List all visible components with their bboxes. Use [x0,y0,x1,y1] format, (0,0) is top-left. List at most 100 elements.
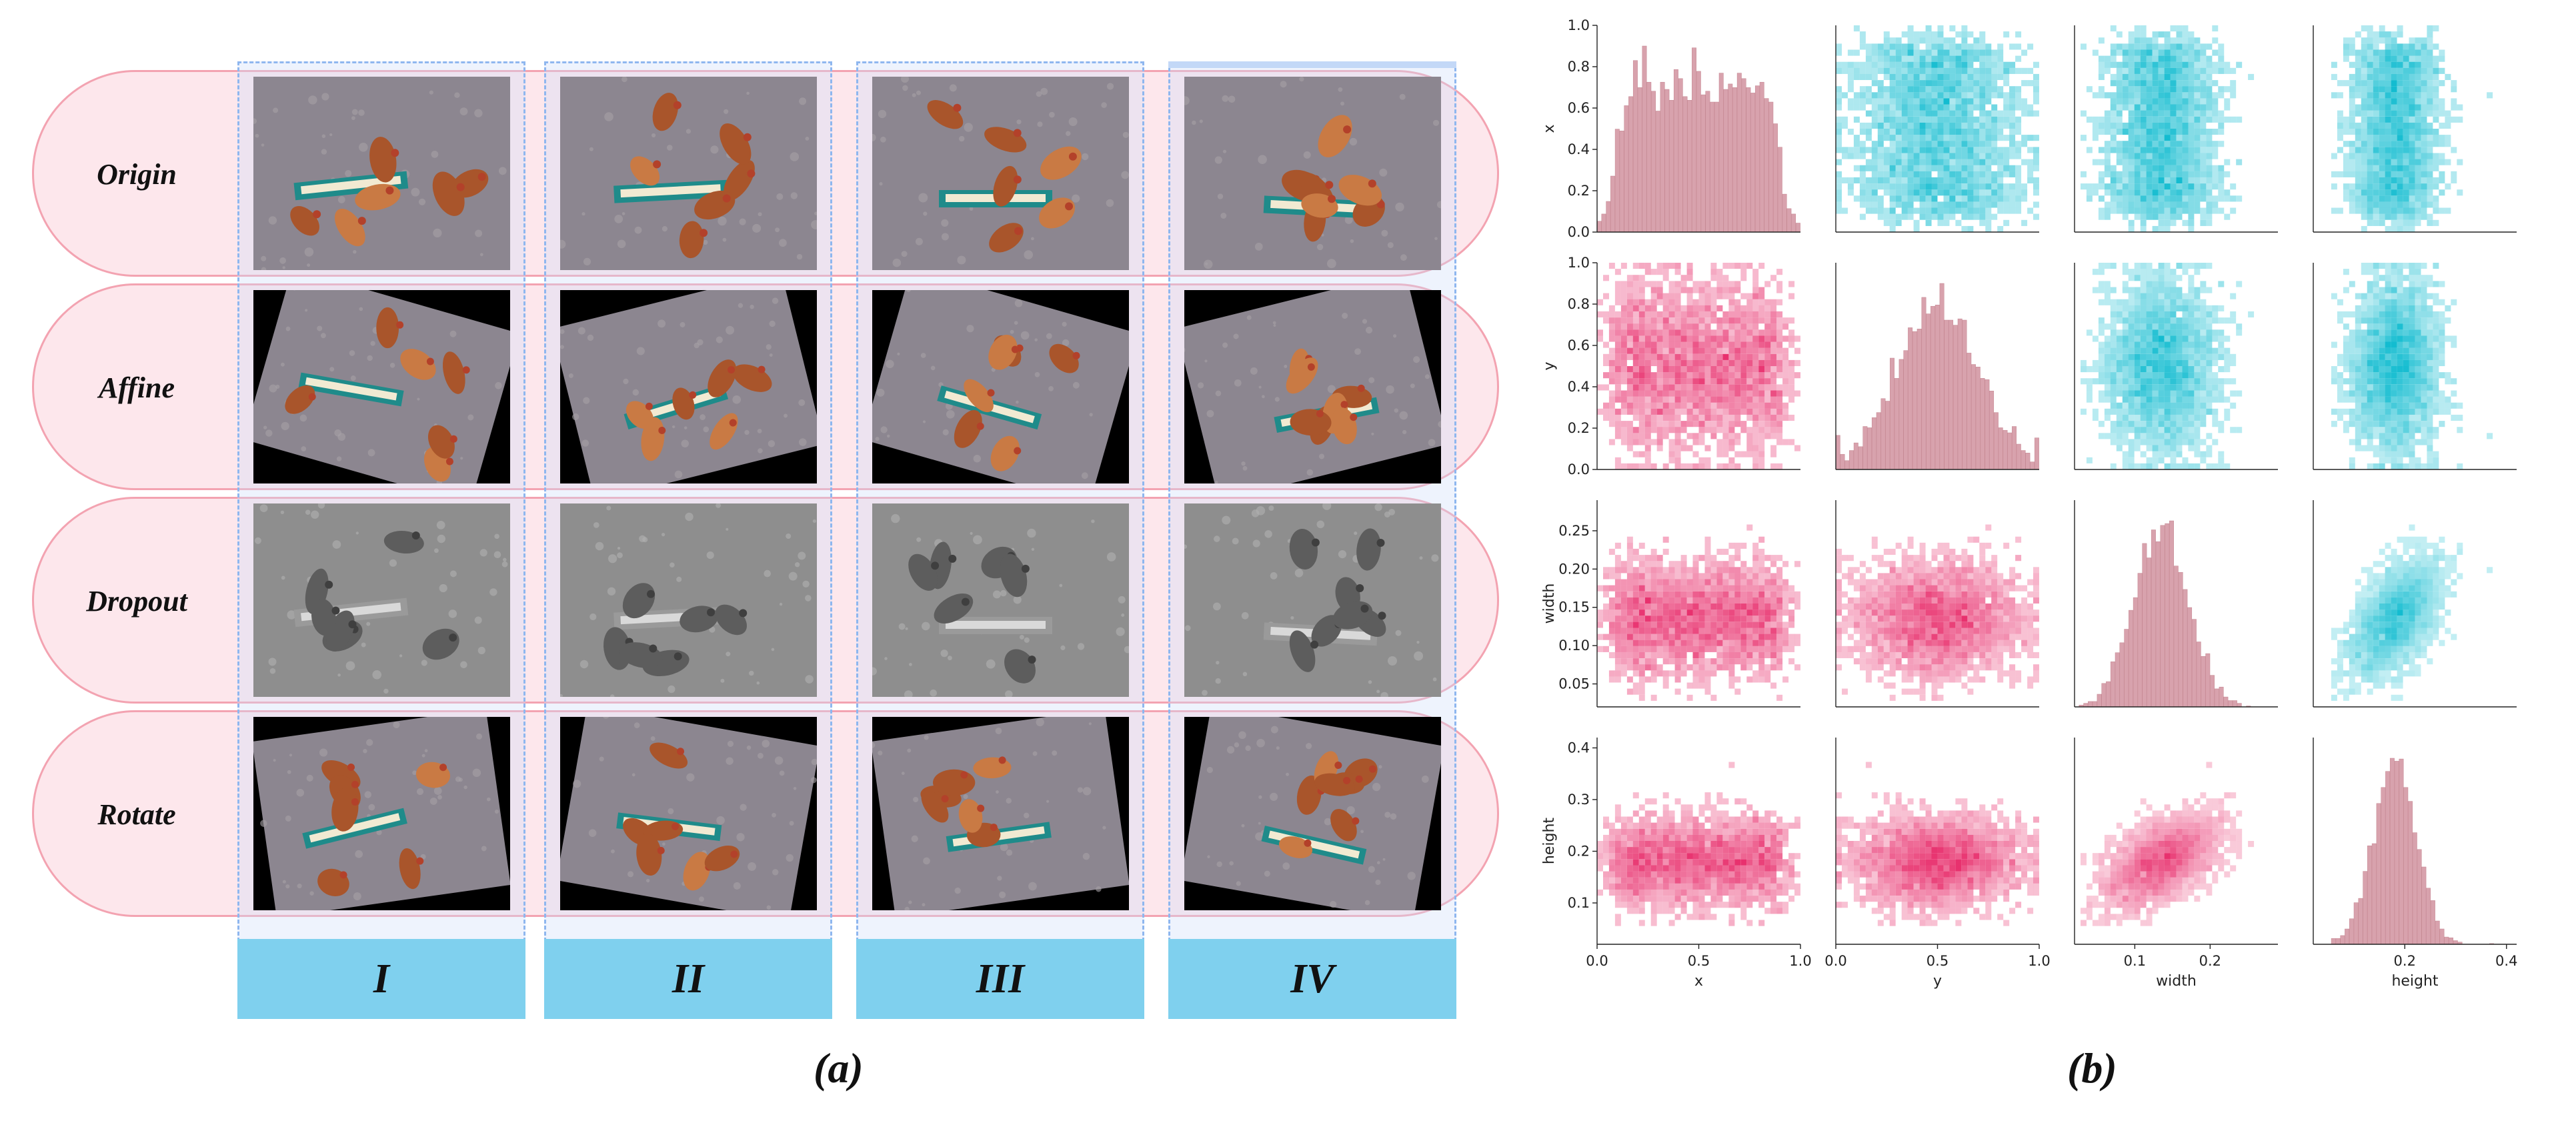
pair-cell-width-vs-x-bin [1740,573,1747,580]
pair-cell-x-vs-y-bin [1931,201,1938,208]
pair-cell-y-vs-x-bin [1698,293,1705,299]
pair-cell-y-vs-x-bin [1698,384,1705,391]
pair-cell-y-vs-height-bin [2427,390,2433,397]
pair-cell-width-vs-x-bin [1698,604,1705,610]
pair-cell-y-vs-height-bin [2343,427,2349,433]
pair-cell-width-vs-y-bin [1889,658,1896,665]
pair-cell-width-vs-x-bin [1746,597,1753,604]
pair-cell-width-vs-x-bin [1620,579,1627,586]
pair-cell-width-vs-x-bin [1662,676,1669,683]
pair-cell-x-vs-y-bin [1901,31,1908,38]
pair-cell-x-vs-width-bin [2110,165,2117,171]
pair-cell-y-vs-width-bin [2200,366,2207,373]
pair-cell-x-vs-y-bin [1955,80,1962,87]
pair-cell-y-vs-width-bin [2158,366,2165,373]
pair-cell-width-vs-x-bin [1620,652,1627,659]
pair-cell-width-vs-x-bin [1716,622,1723,628]
pair-cell-y-vs-x-bin [1698,396,1705,403]
pair-cell-x-vs-x-bar [1750,93,1756,233]
pair-cell-y-vs-x-bin [1644,408,1651,415]
pair-cell-y-vs-x-bin [1704,384,1711,391]
pair-cell-width-vs-x-bin [1758,567,1765,574]
pair-cell-y-vs-x-bin [1710,311,1717,318]
pair-cell-width-vs-y-bin [1949,604,1956,610]
pair-cell-y-vs-width-bin [2158,299,2165,305]
pair-cell-x-vs-y-bin [2009,110,2016,117]
pair-cell-y-vs-height-bin [2385,305,2391,311]
pair-cell-x-vs-height-bin [2361,207,2367,214]
photo-dropout-i [253,503,510,697]
pair-cell-y-vs-width-bin [2176,451,2183,457]
pair-cell-y-vs-x-bin [1770,329,1777,336]
pair-cell-y-vs-x-bin [1728,384,1735,391]
pair-cell-y-vs-width-bin [2170,445,2177,451]
pair-cell-width-vs-y-bin [1895,573,1902,580]
pair-cell-width-vs-x-bin [1716,585,1723,592]
pair-cell-width-vs-x-bin [1614,658,1621,665]
pair-cell-x-vs-y-bin [1961,129,1968,135]
pair-cell-width-vs-x-bin [1752,548,1759,555]
pair-cell-x-vs-y-bin [1967,116,1974,123]
pair-cell-y-vs-x-bin [1686,269,1693,275]
pair-cell-y-vs-height-bin [2349,366,2355,373]
pair-cell-x-vs-y-bin [2015,43,2022,50]
pair-cell-x-vs-height-bin [2349,153,2355,159]
pair-cell-y-vs-x-bin [1728,281,1735,287]
pair-cell-x-vs-width-bin [2146,122,2153,129]
pair-cell-width-vs-x-bin [1662,591,1669,598]
pair-cell-width-vs-x-bin [1680,597,1687,604]
pair-cell-width-vs-x-bin [1752,561,1759,568]
pair-cell-width-vs-x-bin [1782,640,1789,646]
pair-cell-x-vs-width-bin [2092,49,2099,56]
pair-cell-y-vs-x-bin [1656,299,1663,305]
pair-cell-x-vs-y-bin [1865,177,1872,184]
pair-cell-x-vs-width-bin [2176,37,2183,44]
pair-cell-width-vs-x-bin [1728,591,1735,598]
pair-cell-x-vs-width-bin [2230,92,2237,99]
pair-cell-y-vs-width-bin [2218,335,2225,342]
pair-cell-x-vs-y-bin [1955,67,1962,74]
pair-cell-x-vs-width-bin [2110,25,2117,32]
pair-cell-x-vs-y-bin [1961,67,1968,74]
pair-cell-y-vs-x-bin [1740,366,1747,373]
pair-cell-y-vs-width-bin [2104,414,2111,421]
pair-cell-y-vs-height-bin [2349,378,2355,385]
pair-cell-y-vs-width-bin [2110,372,2117,379]
pair-cell-y-vs-y-bar [1890,357,1894,470]
pair-cell-width-vs-x-bin [1650,622,1657,628]
pair-cell-x-vs-height-bin [2343,165,2349,171]
pair-cell-x-vs-y-bin [1949,177,1956,184]
pair-cell-y-vs-y-bar [1967,353,1972,470]
pair-cell-x-vs-y-bin [1943,98,1950,105]
pair-cell-y-vs-width-bin [2206,353,2213,360]
pair-cell-width-vs-x-bin [1794,640,1800,646]
pair-cell-x-vs-y-bin [1895,98,1902,105]
pair-cell-y-vs-height-bin [2373,414,2379,421]
pair-cell-x-vs-height-bin [2427,104,2433,111]
pair-cell-y-vs-x-bin [1626,275,1633,281]
pair-cell-width-vs-y-bin [1967,634,1974,640]
pair-cell-x-vs-y-bin [1919,141,1926,147]
pair-cell-y-vs-height-bin [2379,451,2385,457]
pair-cell-y-vs-width-bin [2170,372,2177,379]
pair-cell-x-vs-width-bin [2188,147,2195,153]
pair-cell-y-vs-x-bin [1680,317,1687,324]
pair-cell-x-vs-y-bin [1901,98,1908,105]
pair-cell-y-vs-height-bin [2433,451,2439,457]
pair-cell-y-vs-x-bin [1728,311,1735,318]
pair-cell-x-vs-y-bin [1895,61,1902,68]
pair-cell-x-vs-height-bin [2421,195,2427,202]
pair-cell-x-vs-height-bin [2415,147,2421,153]
pair-cell-y-vs-x-bin [1716,378,1723,385]
pair-cell-x-vs-height-bin [2433,116,2439,123]
pair-cell-x-vs-width-bin [2086,116,2093,123]
pair-cell-x-vs-y-bin [1925,31,1932,38]
pair-cell-y-vs-width-bin [2170,451,2177,457]
pair-cell-x-vs-y-bin [1865,98,1872,105]
pair-cell-x-vs-width-bin [2140,92,2147,99]
pair-cell-width-vs-x-bin [1662,628,1669,634]
pair-cell-y-vs-x-bin [1686,323,1693,330]
pair-cell-x-vs-x-bar [1614,129,1620,233]
pair-cell-y-vs-height-bin [2415,439,2421,445]
pair-cell-width-vs-y-bin [1967,640,1974,646]
